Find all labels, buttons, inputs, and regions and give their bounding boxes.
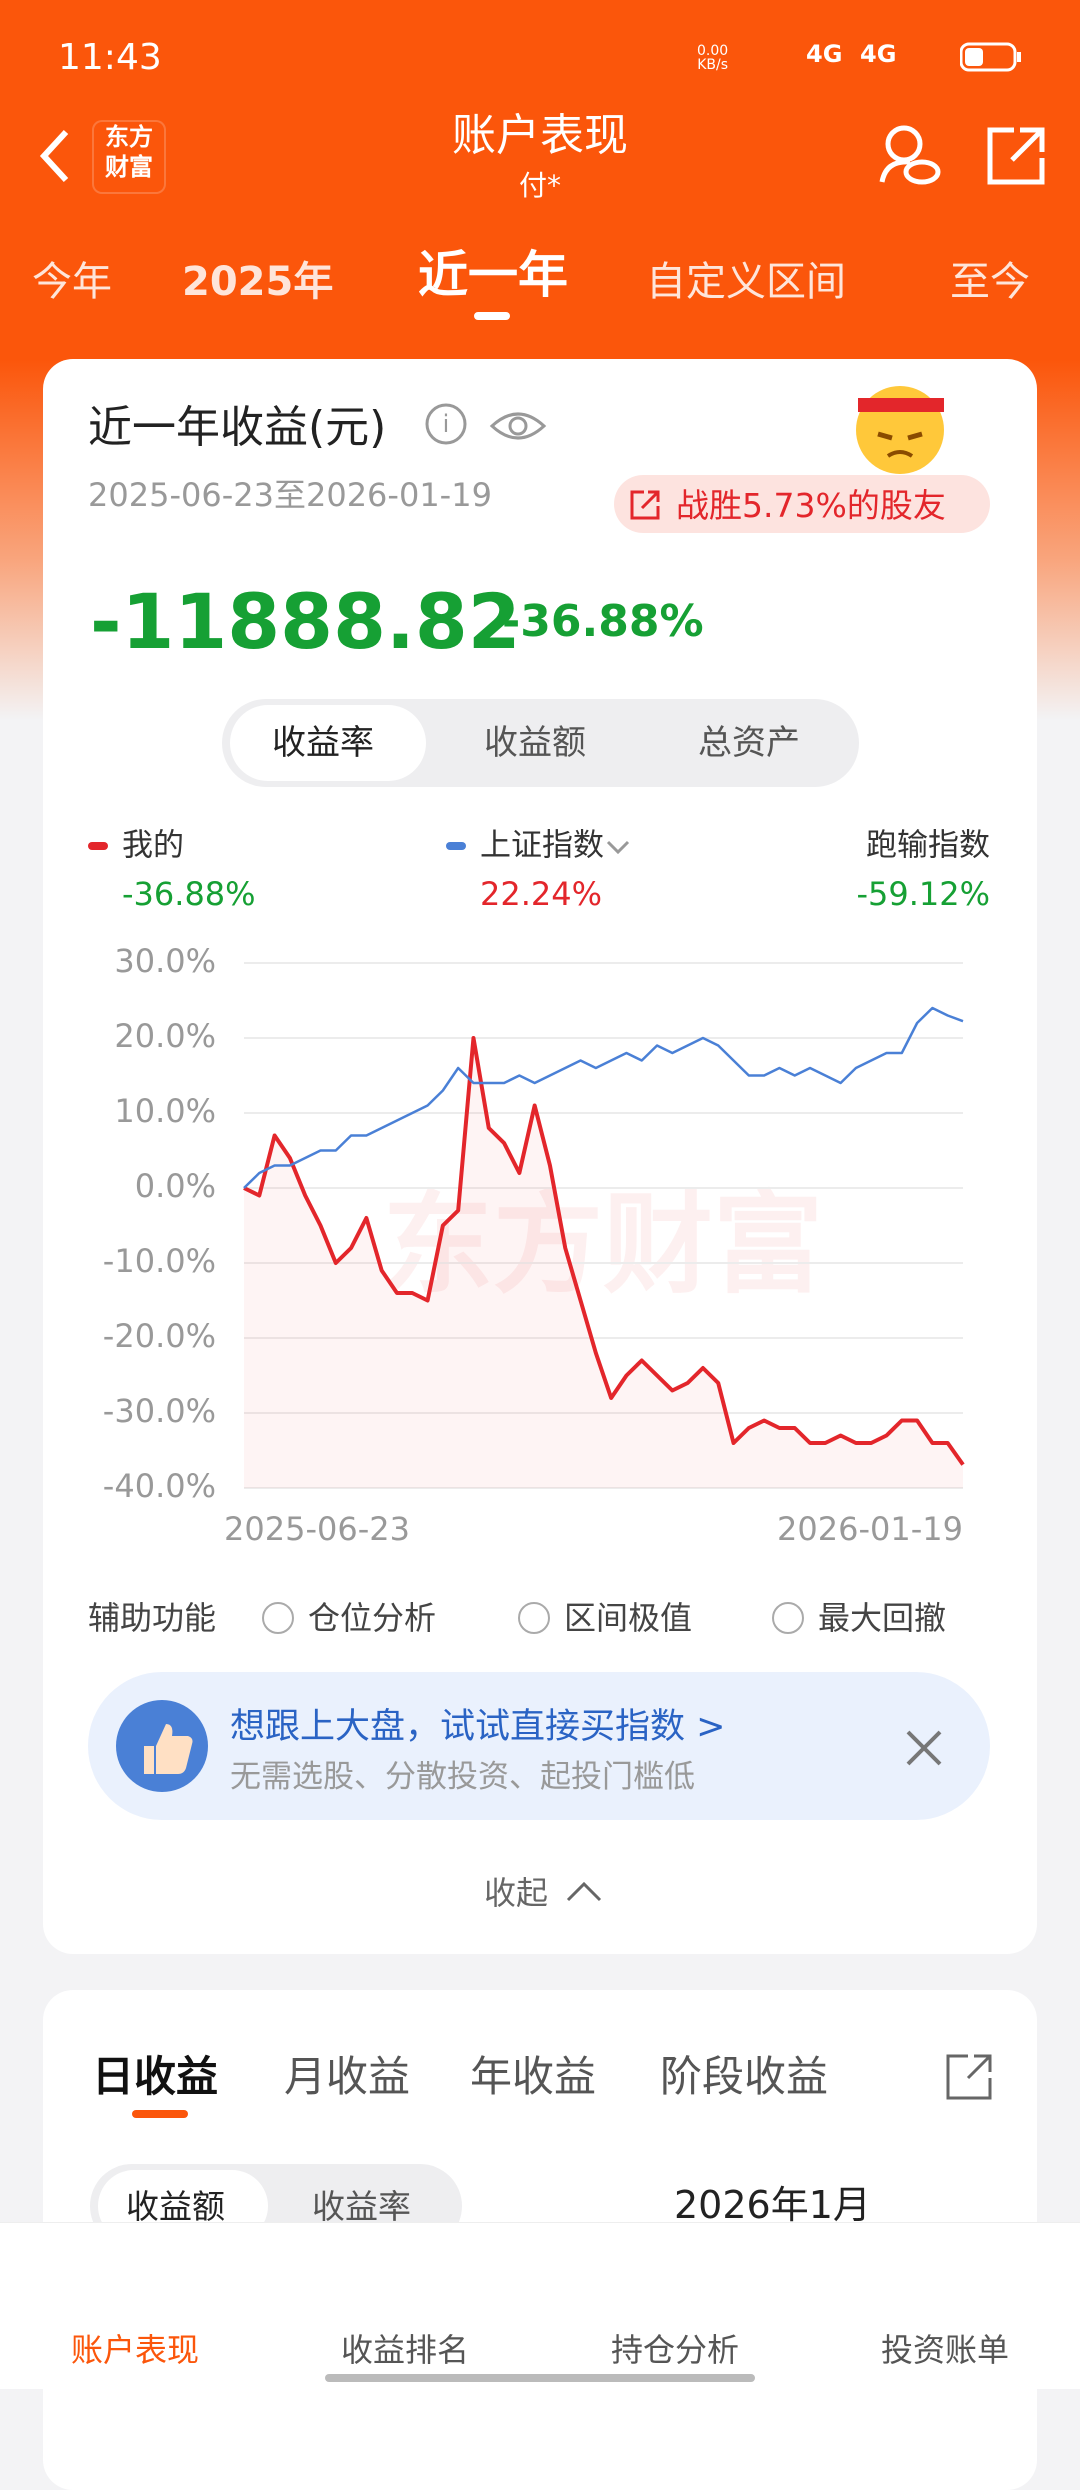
user-icon[interactable] (876, 122, 942, 188)
info-icons[interactable]: i (424, 402, 548, 448)
radio[interactable] (518, 1602, 550, 1634)
legend-value: -36.88% (122, 875, 256, 913)
back-button[interactable] (36, 126, 76, 186)
close-icon[interactable] (904, 1728, 944, 1768)
bottom-nav (0, 2222, 1080, 2389)
y-tick-label: 10.0% (114, 1092, 216, 1130)
period-tab[interactable]: 至今 (950, 259, 1030, 305)
legend-name: 上证指数 (480, 828, 604, 864)
legend-name: 跑输指数 (866, 828, 990, 864)
legend-name: 我的 (122, 828, 184, 864)
income-share[interactable] (944, 2052, 994, 2102)
period-tab[interactable]: 今年 (32, 259, 112, 305)
legend-value: 22.24% (480, 875, 602, 913)
badge[interactable]: 战胜5.73%的股友 (676, 486, 946, 525)
promo-bg[interactable] (88, 1672, 990, 1820)
segment-option[interactable]: 收益额 (484, 723, 586, 763)
line (243, 1006, 964, 1189)
collapse-arrow (566, 1881, 602, 1902)
net: 0.00 KB/s (697, 43, 729, 73)
dropdown (606, 840, 630, 855)
aux-label: 辅助功能 (88, 1599, 217, 1637)
period-tab[interactable]: 自定义区间 (646, 259, 846, 305)
promo-title[interactable]: 想跟上大盘，试试直接买指数 > (230, 1707, 726, 1747)
y-tick-label: 20.0% (114, 1017, 216, 1055)
income-tab[interactable]: 月收益 (284, 2052, 411, 2101)
aux-option[interactable]: 区间极值 (564, 1599, 693, 1637)
radio[interactable] (772, 1602, 804, 1634)
area (244, 1038, 963, 1488)
period-tab[interactable]: 2025年 (182, 259, 334, 305)
page-title: 账户表现 (452, 110, 628, 161)
signal: 4G (860, 40, 897, 68)
page-subtitle: 付* (518, 169, 561, 202)
legend-value: -59.12% (856, 875, 990, 913)
summary-title: 近一年收益(元) (88, 402, 387, 453)
promo-subtitle: 无需选股、分散投资、起投门槛低 (230, 1759, 695, 1795)
date-range: 2025-06-23至2026-01-19 (88, 476, 492, 514)
y-tick-label: 0.0% (135, 1167, 216, 1205)
share-icon[interactable] (984, 124, 1048, 188)
svg-text:i: i (443, 410, 450, 438)
y-tick-label: -10.0% (103, 1242, 216, 1280)
period-tab[interactable]: 近一年 (418, 246, 568, 304)
segment-option[interactable]: 总资产 (698, 723, 800, 763)
income-tab[interactable]: 日收益 (92, 2052, 219, 2101)
income-switch[interactable]: 收益率 (312, 2187, 411, 2226)
rate: -36.88% (502, 596, 704, 647)
aux-option[interactable]: 最大回撤 (818, 1599, 947, 1637)
home-indicator (325, 2374, 755, 2382)
segment-option[interactable]: 收益率 (272, 723, 374, 763)
y-tick-label: 30.0% (114, 942, 216, 980)
nav-label[interactable]: 账户表现 (70, 2331, 199, 2369)
radio[interactable] (262, 1602, 294, 1634)
line (243, 1036, 965, 1466)
month[interactable]: 2026年1月 (674, 2183, 871, 2227)
badge-icon (630, 490, 660, 520)
tab-indicator (474, 312, 510, 320)
aux-option[interactable]: 仓位分析 (308, 1599, 437, 1637)
amount: -11888.82 (90, 577, 521, 666)
y-tick-label: -20.0% (103, 1317, 216, 1355)
logo: 东方 财富 (92, 120, 166, 194)
collapse[interactable]: 收起 (484, 1874, 549, 1912)
badge-bg (614, 475, 990, 533)
legend-swatch (88, 842, 108, 850)
nav-label[interactable]: 收益排名 (340, 2331, 469, 2369)
battery (960, 42, 1021, 72)
time: 11:43 (58, 37, 162, 78)
income-indicator (132, 2110, 188, 2118)
income-tab[interactable]: 年收益 (470, 2052, 597, 2101)
x-tick-label: 2025-06-23 (224, 1510, 410, 1548)
y-tick-label: -40.0% (103, 1467, 216, 1505)
legend-swatch (446, 842, 466, 850)
income-switch[interactable]: 收益额 (126, 2187, 225, 2226)
emoji (856, 386, 944, 474)
income-tab[interactable]: 阶段收益 (660, 2052, 829, 2101)
nav-label[interactable]: 投资账单 (880, 2331, 1009, 2369)
signal: 4G (806, 40, 843, 68)
segment-active (230, 705, 426, 781)
promo-icon (116, 1700, 208, 1792)
x-tick-label: 2026-01-19 (777, 1510, 963, 1548)
nav-label[interactable]: 持仓分析 (610, 2331, 739, 2369)
watermark: 东方财富 (383, 1180, 823, 1308)
y-tick-label: -30.0% (103, 1392, 216, 1430)
